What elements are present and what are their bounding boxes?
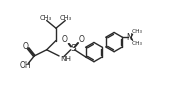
- Text: CH₃: CH₃: [60, 15, 72, 21]
- Text: OH: OH: [19, 61, 31, 70]
- Text: O: O: [62, 35, 67, 44]
- Text: O: O: [23, 42, 29, 51]
- Text: S: S: [70, 44, 76, 53]
- Text: CH₃: CH₃: [40, 15, 52, 21]
- Text: NH: NH: [61, 56, 72, 62]
- Text: O: O: [79, 34, 85, 44]
- Text: N: N: [127, 33, 132, 42]
- Text: CH₃: CH₃: [132, 41, 143, 46]
- Text: CH₃: CH₃: [132, 29, 143, 34]
